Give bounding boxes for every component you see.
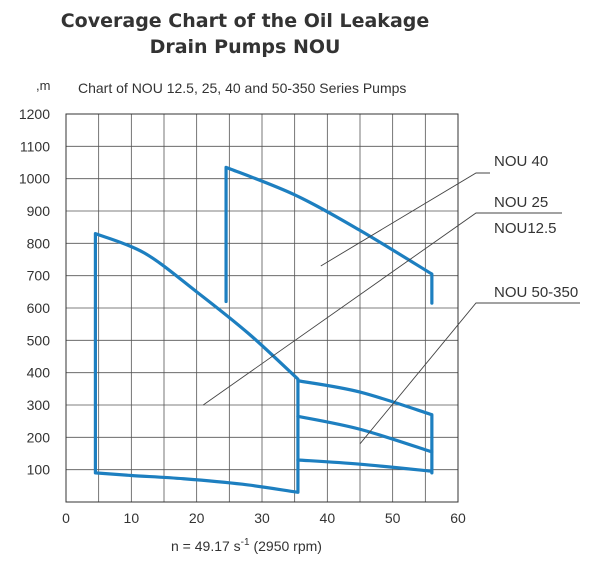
grid-lines [65,113,459,503]
x-tick-label: 50 [385,510,401,526]
y-axis-unit: ,m [36,78,50,93]
coverage-curves [93,165,434,494]
y-tick-label: 700 [27,268,51,284]
y-tick-label: 800 [27,235,51,251]
coverage-curve-2 [296,379,434,475]
callout-nou50-350: NOU 50-350 [494,284,578,301]
coverage-curve-1 [224,165,434,305]
x-tick-label: 60 [450,510,466,526]
x-tick-label: 40 [320,510,336,526]
callout-leader-2 [359,302,580,445]
y-tick-label: 200 [27,429,51,445]
callout-leader-1 [202,212,562,406]
x-tick-label: 30 [254,510,270,526]
coverage-curve-4 [296,458,434,473]
y-tick-label: 100 [27,462,51,478]
y-tick-label: 1000 [19,171,50,187]
y-tick-labels: 100 200 300 400 500 600 700 800 900 1000 1100 1200 [19,106,50,478]
y-tick-label: 900 [27,203,51,219]
x-tick-label: 0 [62,510,70,526]
chart-subtitle: Chart of NOU 12.5, 25, 40 and 50-350 Ser… [78,80,406,96]
callout-leader-0 [320,172,490,267]
chart-title-line2: Drain Pumps NOU [150,36,341,58]
y-tick-label: 1200 [19,106,50,122]
x-tick-label: 10 [124,510,140,526]
y-tick-label: 400 [27,365,51,381]
callout-nou25: NOU 25 [494,194,548,211]
coverage-curve-3 [296,414,434,454]
y-tick-label: 1100 [20,138,50,154]
y-tick-label: 500 [27,332,51,348]
callout-nou12-5: NOU12.5 [494,220,557,237]
y-tick-label: 600 [27,300,51,316]
x-axis-label: n = 49.17 s-1 (2950 rpm) [171,537,322,554]
coverage-curve-0 [93,232,300,494]
chart-title-line1: Coverage Chart of the Oil Leakage [61,10,430,32]
callout-nou40: NOU 40 [494,153,548,170]
y-tick-label: 300 [27,397,51,413]
plot-frame [65,113,459,503]
callout-leaders [202,172,580,445]
x-tick-label: 20 [189,510,205,526]
x-tick-labels: 0 10 20 30 40 50 60 [62,510,466,526]
